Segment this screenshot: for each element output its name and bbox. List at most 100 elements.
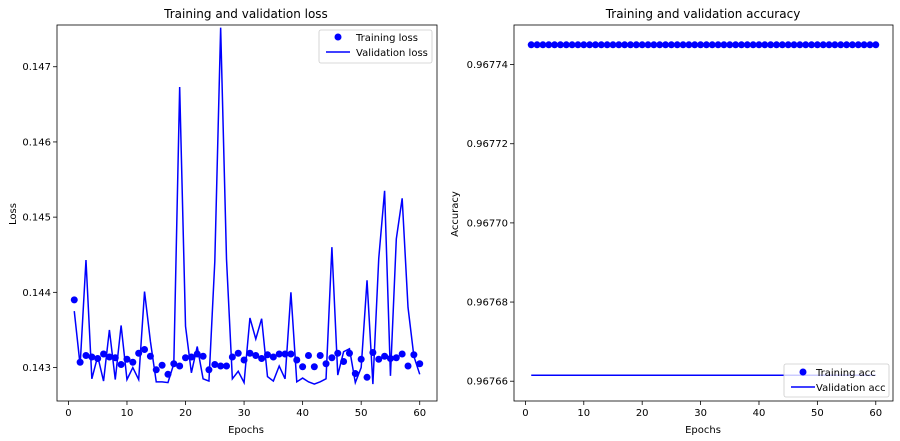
acc-series-0-point: [673, 41, 681, 49]
loss-series-0-point: [100, 350, 108, 358]
acc-series-0-point: [755, 41, 763, 49]
acc-series-0-point: [854, 41, 862, 49]
loss-chart-plot-area: [70, 27, 424, 386]
acc-series-0-point: [732, 41, 740, 49]
loss-series-0-point: [416, 360, 424, 368]
acc-series-0-point: [790, 41, 798, 49]
loss-xtick-label: 0: [65, 408, 71, 419]
loss-series-0-point: [304, 352, 312, 359]
loss-series-0-point: [287, 350, 295, 358]
loss-ytick-label: 0.146: [22, 137, 51, 148]
loss-series-0-point: [299, 363, 307, 371]
accuracy-chart-yticks: 0.96766 0.96768 0.96770 0.96772 0.96774: [467, 60, 514, 388]
loss-series-0-point: [88, 353, 96, 361]
acc-series-0-point: [691, 41, 699, 49]
acc-series-0-point: [866, 41, 874, 49]
loss-xtick-label: 50: [355, 408, 368, 419]
acc-series-0-point: [749, 41, 757, 49]
acc-series-0-point: [586, 41, 594, 49]
loss-series-0-point: [363, 373, 371, 381]
acc-series-0-point: [761, 41, 769, 49]
acc-ytick-label: 0.96766: [467, 377, 508, 388]
acc-series-0-point: [603, 41, 611, 49]
loss-series-0-point: [375, 355, 383, 363]
loss-series-0-point: [199, 352, 207, 360]
loss-chart-xticks: 0 10 20 30 40 50 60: [65, 401, 426, 419]
accuracy-chart-xlabel: Epochs: [685, 425, 721, 436]
acc-series-0-point: [650, 41, 658, 49]
acc-series-0-point: [708, 41, 716, 49]
acc-legend-training-marker: [799, 368, 807, 376]
loss-series-0-point: [70, 296, 78, 304]
acc-series-0-point: [667, 41, 675, 49]
acc-series-0-point: [843, 41, 851, 49]
loss-chart: Training and validation loss Epochs Loss…: [8, 7, 438, 436]
loss-xtick-label: 40: [296, 408, 309, 419]
acc-series-0-point: [621, 41, 629, 49]
loss-xtick-label: 20: [179, 408, 192, 419]
acc-series-0-point: [872, 41, 880, 49]
acc-series-0-point: [597, 41, 605, 49]
accuracy-chart-legend: Training acc Validation acc: [783, 363, 890, 398]
acc-ytick-label: 0.96770: [467, 218, 508, 229]
loss-ytick-label: 0.147: [22, 62, 51, 73]
accuracy-chart-title: Training and validation accuracy: [605, 7, 801, 21]
loss-ytick-label: 0.143: [22, 363, 51, 374]
acc-series-0-point: [737, 41, 745, 49]
loss-series-0-point: [275, 350, 283, 358]
acc-series-0-point: [632, 41, 640, 49]
acc-series-0-point: [545, 41, 553, 49]
acc-xtick-label: 50: [811, 408, 824, 419]
acc-series-0-point: [802, 41, 810, 49]
loss-series-0-point: [176, 362, 184, 370]
loss-ytick-label: 0.144: [22, 288, 51, 299]
loss-series-1-line: [73, 27, 421, 386]
loss-xtick-label: 10: [121, 408, 134, 419]
accuracy-chart-xticks: 0 10 20 30 40 50 60: [522, 401, 882, 419]
acc-series-0-point: [697, 41, 705, 49]
acc-xtick-label: 30: [694, 408, 707, 419]
loss-series-0-point: [252, 352, 260, 359]
acc-ytick-label: 0.96768: [467, 298, 508, 309]
loss-xtick-label: 30: [238, 408, 251, 419]
loss-series-0-point: [381, 352, 389, 360]
loss-series-0-point: [82, 352, 90, 359]
loss-series-0-point: [293, 356, 301, 364]
loss-series-0-point: [234, 349, 242, 357]
accuracy-chart-axes-frame: [513, 24, 894, 402]
acc-xtick-label: 20: [636, 408, 649, 419]
acc-series-0-point: [813, 41, 821, 49]
acc-series-0-point: [644, 41, 652, 49]
loss-series-0-point: [182, 354, 190, 362]
acc-series-0-point: [702, 41, 710, 49]
loss-legend-validation-label: Validation loss: [356, 48, 428, 59]
loss-legend-box: [318, 29, 433, 64]
acc-series-0-point: [720, 41, 728, 49]
acc-series-0-point: [784, 41, 792, 49]
acc-legend-box: [783, 363, 890, 398]
acc-series-0-point: [574, 41, 582, 49]
acc-series-0-point: [533, 41, 541, 49]
loss-series-0-point: [310, 363, 318, 371]
loss-chart-axes-frame: [56, 24, 438, 402]
acc-series-0-point: [685, 41, 693, 49]
loss-series-0-point: [117, 361, 125, 369]
acc-series-0-point: [580, 41, 588, 49]
acc-series-0-point: [662, 41, 670, 49]
acc-series-0-point: [831, 41, 839, 49]
loss-chart-title: Training and validation loss: [163, 7, 328, 21]
loss-series-0-point: [258, 355, 266, 363]
acc-series-0-point: [609, 41, 617, 49]
loss-series-0-point: [334, 349, 342, 357]
loss-series-0-point: [217, 362, 225, 370]
acc-series-0-point: [743, 41, 751, 49]
loss-series-0-point: [211, 361, 219, 369]
loss-series-0-point: [269, 353, 277, 361]
loss-series-0-point: [158, 361, 166, 369]
acc-xtick-label: 40: [753, 408, 766, 419]
acc-series-0-point: [808, 41, 816, 49]
acc-series-0-point: [726, 41, 734, 49]
acc-series-0-point: [773, 41, 780, 49]
acc-series-0-point: [819, 41, 827, 49]
